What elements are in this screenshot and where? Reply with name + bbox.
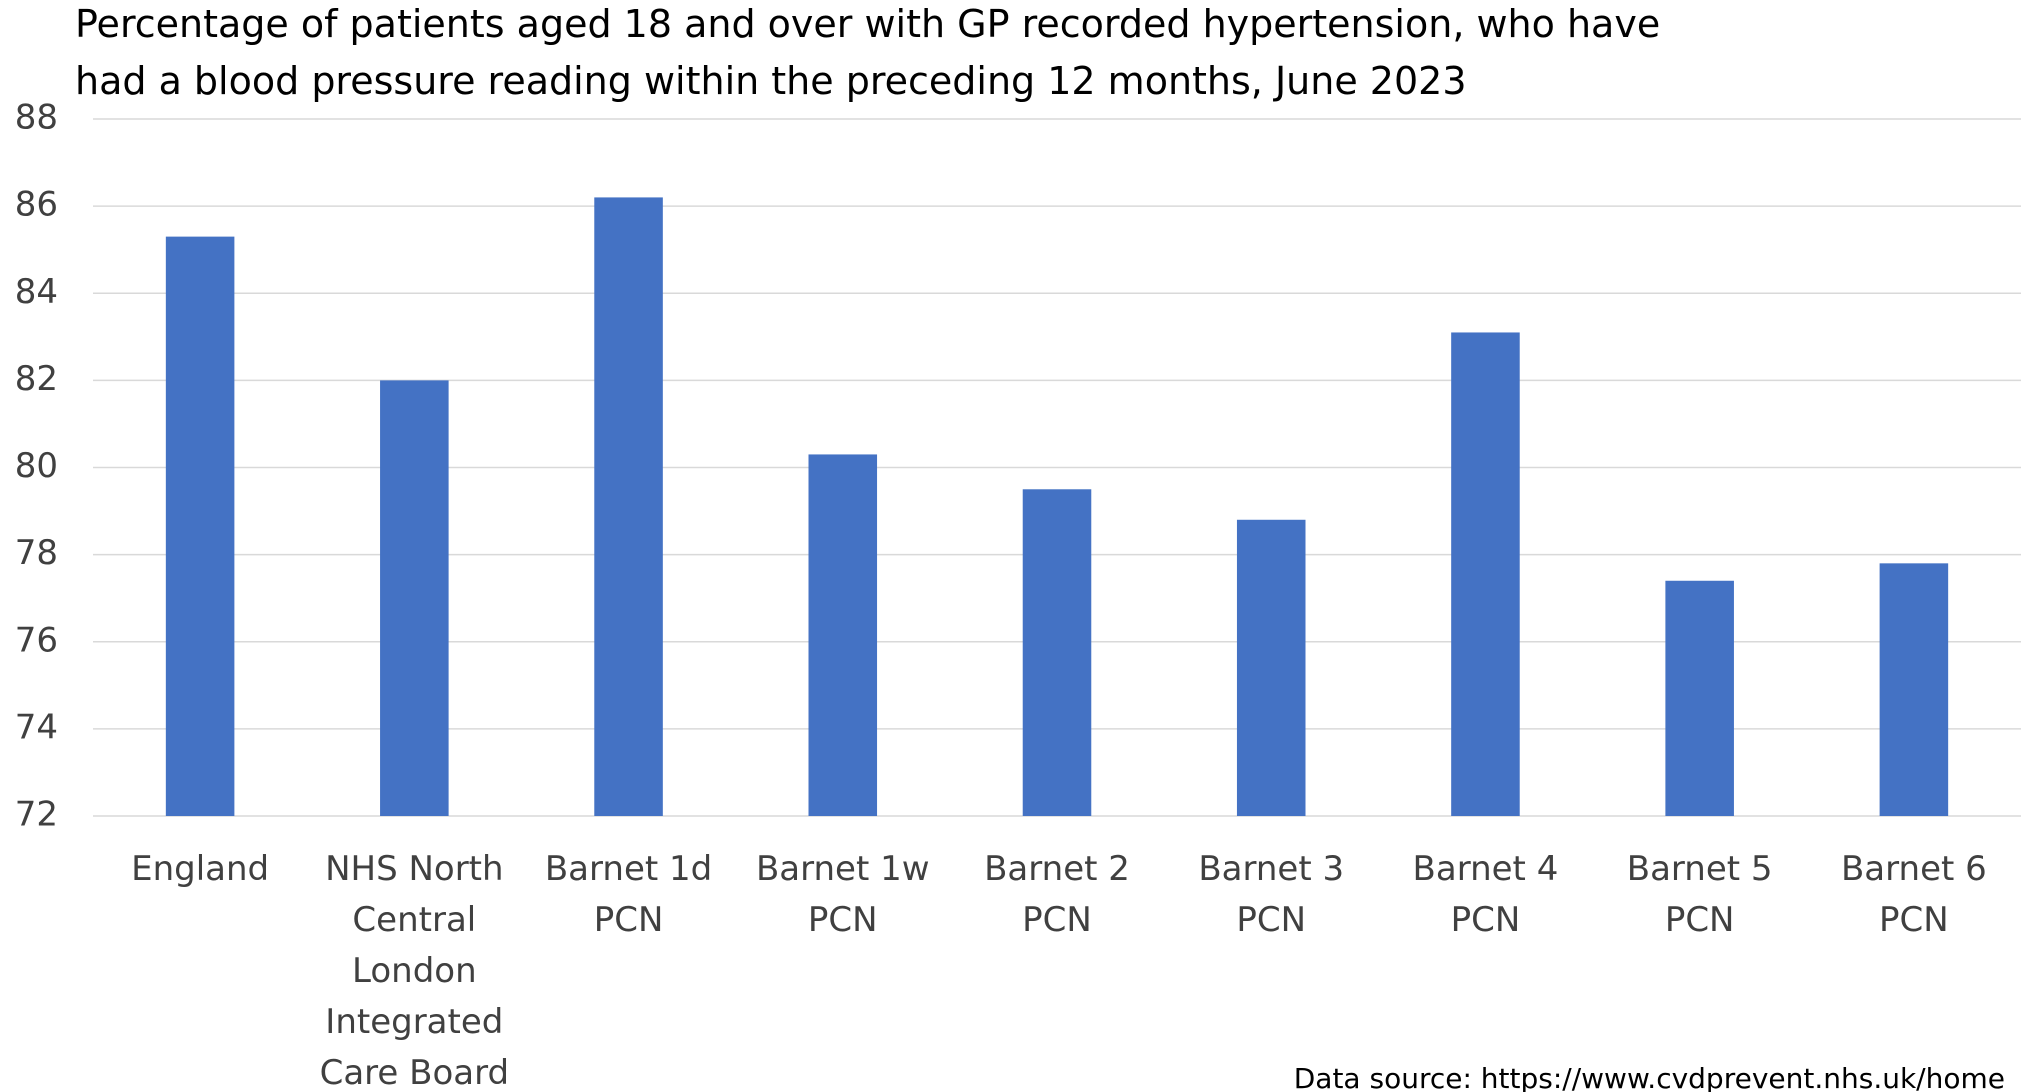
y-tick-label: 88: [15, 98, 58, 138]
bar: [165, 236, 235, 816]
x-tick-label: Barnet 5 PCN: [1627, 849, 1773, 940]
y-tick-label: 82: [15, 359, 58, 399]
x-tick-label: Barnet 2 PCN: [984, 849, 1130, 940]
y-tick-label: 74: [15, 707, 58, 747]
y-tick-label: 72: [15, 795, 58, 835]
x-tick-label: Barnet 1d PCN: [545, 849, 712, 940]
bar: [594, 197, 663, 817]
bar: [1022, 489, 1092, 816]
y-tick-label: 80: [15, 446, 58, 486]
bar: [1879, 563, 1949, 816]
x-tick-label: Barnet 3 PCN: [1198, 849, 1344, 940]
bar: [1665, 580, 1734, 816]
x-tick-label: Barnet 6 PCN: [1841, 849, 1987, 940]
bar: [1451, 332, 1520, 816]
y-tick-label: 76: [15, 620, 58, 660]
bar: [380, 380, 449, 816]
x-tick-label: Barnet 4 PCN: [1413, 849, 1559, 940]
y-tick-label: 84: [15, 272, 58, 312]
x-tick-label: England: [131, 849, 269, 889]
y-tick-label: 86: [15, 185, 58, 225]
source-note: Data source: https://www.cvdprevent.nhs.…: [1294, 1062, 2005, 1092]
y-tick-label: 78: [15, 533, 58, 573]
x-tick-label: NHS North Central London Integrated Care Boa…: [320, 849, 509, 1092]
bar: [808, 454, 878, 816]
bar: [1236, 519, 1306, 816]
x-tick-label: Barnet 1w PCN: [756, 849, 930, 940]
chart-title: Percentage of patients aged 18 and over …: [75, 2, 1660, 103]
